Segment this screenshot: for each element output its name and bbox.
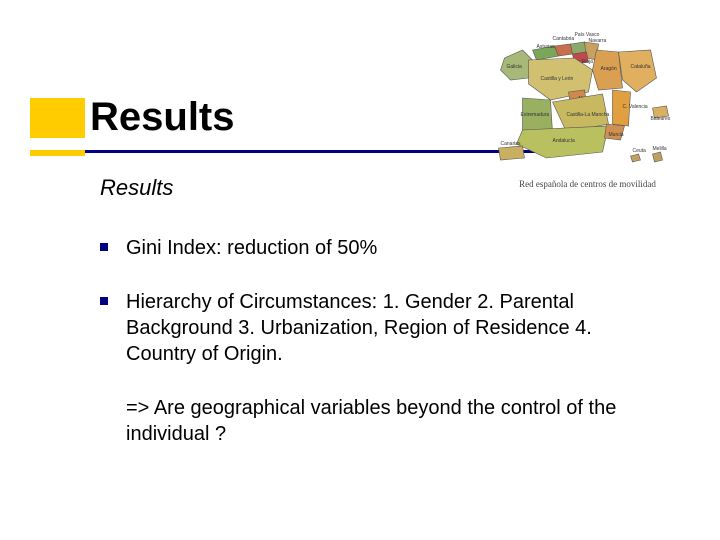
- map-label: Castilla y León: [541, 76, 574, 82]
- map-label: Murcia: [609, 132, 624, 138]
- slide-title: Results: [90, 95, 235, 140]
- map-label: Cataluña: [631, 64, 651, 70]
- spain-map: GaliciaAsturiasCantabriaPaís VascoNavarr…: [480, 20, 695, 200]
- content-area: Gini Index: reduction of 50% Hierarchy o…: [100, 235, 660, 447]
- spain-map-svg: GaliciaAsturiasCantabriaPaís VascoNavarr…: [480, 20, 695, 170]
- map-label: Melilla: [653, 146, 667, 152]
- map-label: Cantabria: [553, 36, 575, 42]
- map-region-melilla: [653, 152, 663, 162]
- map-label: Andalucía: [553, 138, 575, 144]
- map-label: Castilla-La Mancha: [567, 112, 610, 118]
- map-label: Navarra: [589, 38, 607, 44]
- slide-subtitle: Results: [100, 175, 173, 201]
- bullet-text: Gini Index: reduction of 50%: [126, 235, 377, 261]
- map-label: Asturias: [537, 44, 556, 50]
- map-label: Baleares: [651, 116, 671, 122]
- map-label: C. Valencia: [623, 104, 648, 110]
- map-region-ceuta: [631, 154, 641, 162]
- bullet-marker-icon: [100, 243, 108, 251]
- accent-block-mid: [30, 150, 85, 156]
- map-region-catalu-a: [619, 50, 657, 92]
- bullet-item: Gini Index: reduction of 50%: [100, 235, 660, 261]
- map-label: Ceuta: [633, 148, 647, 154]
- map-label: Canarias: [501, 141, 522, 147]
- bullet-marker-icon: [100, 297, 108, 305]
- title-underline: [30, 150, 540, 153]
- bullet-item: Hierarchy of Circumstances: 1. Gender 2.…: [100, 289, 660, 367]
- followup-text: => Are geographical variables beyond the…: [126, 395, 660, 447]
- map-region-canarias: [499, 146, 525, 160]
- map-label: Galicia: [507, 64, 523, 70]
- map-label: Extremadura: [521, 112, 550, 118]
- title-area: Results: [90, 95, 235, 140]
- bullet-text: Hierarchy of Circumstances: 1. Gender 2.…: [126, 289, 660, 367]
- map-caption: Red española de centros de movilidad: [480, 179, 695, 189]
- accent-block-top: [30, 98, 85, 138]
- map-label: Aragón: [601, 66, 617, 72]
